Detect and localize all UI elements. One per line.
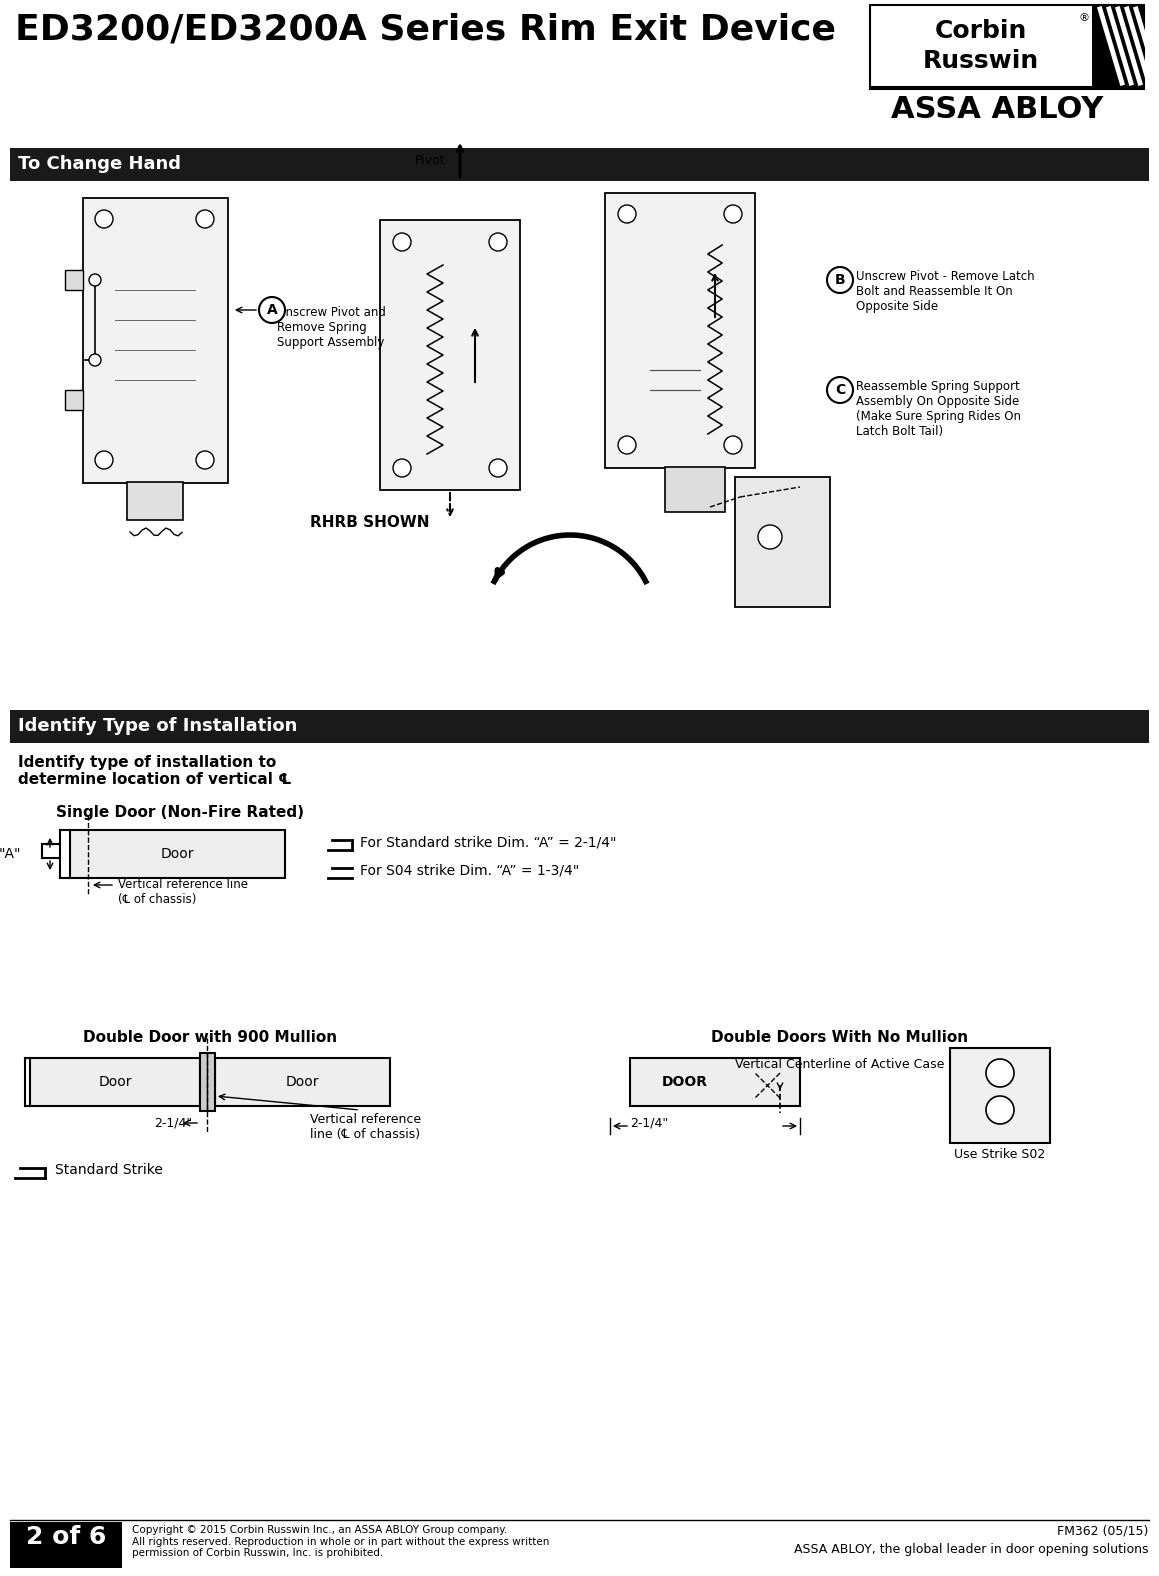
Bar xyxy=(665,466,726,512)
Bar xyxy=(735,478,830,607)
Bar xyxy=(30,1057,201,1106)
Bar xyxy=(950,1048,1050,1143)
Text: Door: Door xyxy=(160,846,194,860)
Text: Identify type of installation to
determine location of vertical ℄: Identify type of installation to determi… xyxy=(19,755,292,788)
Text: RHRB SHOWN: RHRB SHOWN xyxy=(309,515,430,530)
Bar xyxy=(10,148,1149,181)
Circle shape xyxy=(95,210,112,229)
Circle shape xyxy=(489,459,506,478)
Text: "A": "A" xyxy=(0,846,21,860)
Circle shape xyxy=(986,1095,1014,1124)
Text: Door: Door xyxy=(99,1075,132,1089)
Bar xyxy=(216,1057,389,1106)
Bar xyxy=(380,221,520,490)
Text: ®: ® xyxy=(1079,13,1089,24)
Circle shape xyxy=(95,451,112,470)
Circle shape xyxy=(393,233,411,251)
Text: Unscrew Pivot and
Remove Spring
Support Assembly: Unscrew Pivot and Remove Spring Support … xyxy=(277,306,386,348)
Bar xyxy=(870,5,1144,87)
Text: Double Doors With No Mullion: Double Doors With No Mullion xyxy=(712,1031,969,1045)
Bar xyxy=(70,831,285,878)
Text: Vertical reference line
(℄ of chassis): Vertical reference line (℄ of chassis) xyxy=(118,878,248,906)
Text: Vertical Centerline of Active Case: Vertical Centerline of Active Case xyxy=(735,1057,945,1072)
Circle shape xyxy=(828,266,853,293)
Text: C: C xyxy=(834,383,845,397)
Circle shape xyxy=(986,1059,1014,1087)
Text: Use Strike S02: Use Strike S02 xyxy=(954,1147,1045,1162)
Circle shape xyxy=(89,274,101,285)
Text: Copyright © 2015 Corbin Russwin Inc., an ASSA ABLOY Group company.
All rights re: Copyright © 2015 Corbin Russwin Inc., an… xyxy=(132,1526,549,1559)
Bar xyxy=(630,1057,800,1106)
Text: 2-1/4": 2-1/4" xyxy=(630,1116,669,1128)
Circle shape xyxy=(758,525,782,548)
Circle shape xyxy=(258,296,285,323)
Bar xyxy=(10,711,1149,742)
Bar xyxy=(605,192,755,468)
Text: ED3200/ED3200A Series Rim Exit Device: ED3200/ED3200A Series Rim Exit Device xyxy=(15,13,836,46)
Text: FM362 (05/15): FM362 (05/15) xyxy=(1057,1526,1149,1538)
Bar xyxy=(65,389,83,410)
Text: Single Door (Non-Fire Rated): Single Door (Non-Fire Rated) xyxy=(56,805,304,820)
Text: Corbin: Corbin xyxy=(935,19,1027,43)
Text: DOOR: DOOR xyxy=(662,1075,708,1089)
Text: Unscrew Pivot - Remove Latch
Bolt and Reassemble It On
Opposite Side: Unscrew Pivot - Remove Latch Bolt and Re… xyxy=(857,269,1035,314)
Circle shape xyxy=(724,437,742,454)
Circle shape xyxy=(196,210,214,229)
Circle shape xyxy=(618,437,636,454)
Circle shape xyxy=(828,377,853,403)
Text: Pivot: Pivot xyxy=(415,153,445,167)
Text: 2 of 6: 2 of 6 xyxy=(25,1526,107,1549)
Bar xyxy=(201,1053,216,1111)
Circle shape xyxy=(618,205,636,222)
Circle shape xyxy=(196,451,214,470)
Text: Standard Strike: Standard Strike xyxy=(54,1163,163,1177)
Text: A: A xyxy=(267,303,277,317)
Bar xyxy=(1092,5,1144,87)
Text: ASSA ABLOY, the global leader in door opening solutions: ASSA ABLOY, the global leader in door op… xyxy=(794,1543,1149,1556)
Bar xyxy=(10,1522,122,1568)
Text: Vertical reference
line (℄ of chassis): Vertical reference line (℄ of chassis) xyxy=(309,1113,421,1141)
Text: Identify Type of Installation: Identify Type of Installation xyxy=(19,717,298,734)
Text: Russwin: Russwin xyxy=(923,49,1040,72)
Text: 2-1/4": 2-1/4" xyxy=(154,1116,192,1128)
Text: B: B xyxy=(834,273,845,287)
Text: For S04 strike Dim. “A” = 1-3/4": For S04 strike Dim. “A” = 1-3/4" xyxy=(360,864,580,876)
Circle shape xyxy=(89,355,101,366)
Bar xyxy=(127,482,183,520)
Text: To Change Hand: To Change Hand xyxy=(19,154,181,173)
Text: Reassemble Spring Support
Assembly On Opposite Side
(Make Sure Spring Rides On
L: Reassemble Spring Support Assembly On Op… xyxy=(857,380,1021,438)
Text: ASSA ABLOY: ASSA ABLOY xyxy=(891,95,1103,125)
Text: Door: Door xyxy=(285,1075,319,1089)
Text: For Standard strike Dim. “A” = 2-1/4": For Standard strike Dim. “A” = 2-1/4" xyxy=(360,835,617,849)
Circle shape xyxy=(724,205,742,222)
Bar xyxy=(83,199,228,482)
Circle shape xyxy=(489,233,506,251)
Bar xyxy=(65,269,83,290)
Circle shape xyxy=(393,459,411,478)
Text: Double Door with 900 Mullion: Double Door with 900 Mullion xyxy=(83,1031,337,1045)
